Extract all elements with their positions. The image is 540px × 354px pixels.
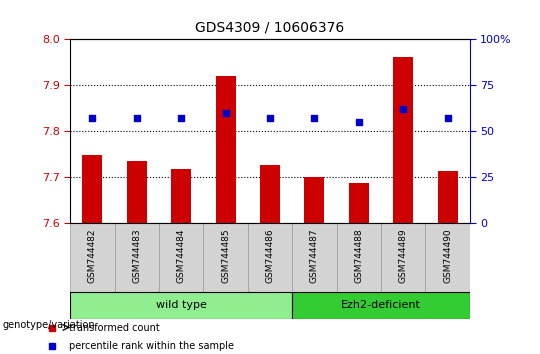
Point [443, 115, 452, 121]
Text: GSM744486: GSM744486 [266, 229, 274, 283]
Point [88, 115, 97, 121]
Bar [305, 177, 325, 223]
Bar [114, 223, 159, 292]
Text: GSM744487: GSM744487 [310, 229, 319, 283]
Bar [83, 155, 103, 223]
Text: percentile rank within the sample: percentile rank within the sample [69, 341, 234, 351]
Bar [127, 161, 147, 223]
Text: GSM744484: GSM744484 [177, 229, 186, 283]
Title: GDS4309 / 10606376: GDS4309 / 10606376 [195, 21, 345, 35]
Bar [70, 292, 292, 319]
Text: GSM744488: GSM744488 [354, 229, 363, 283]
Point [399, 106, 408, 112]
Point [221, 110, 230, 115]
Bar [70, 223, 114, 292]
Bar [292, 223, 336, 292]
Bar [248, 223, 292, 292]
Text: wild type: wild type [156, 300, 207, 310]
Bar [336, 223, 381, 292]
Bar [215, 76, 235, 223]
Bar [159, 223, 204, 292]
Text: GSM744490: GSM744490 [443, 229, 452, 283]
Point [310, 115, 319, 121]
Text: GSM744485: GSM744485 [221, 229, 230, 283]
Point [132, 115, 141, 121]
Point [354, 119, 363, 125]
Bar [204, 223, 248, 292]
Text: GSM744482: GSM744482 [88, 229, 97, 283]
Bar [349, 183, 369, 223]
Point [266, 115, 274, 121]
Text: Ezh2-deficient: Ezh2-deficient [341, 300, 421, 310]
Bar [426, 223, 470, 292]
Text: GSM744489: GSM744489 [399, 229, 408, 283]
Text: GSM744483: GSM744483 [132, 229, 141, 283]
Bar [260, 165, 280, 223]
Text: transformed count: transformed count [69, 323, 159, 333]
Bar [171, 169, 191, 223]
Point [177, 115, 186, 121]
Bar [393, 57, 413, 223]
Bar [437, 171, 457, 223]
Bar [381, 223, 426, 292]
Text: genotype/variation: genotype/variation [3, 320, 96, 330]
Bar [292, 292, 470, 319]
